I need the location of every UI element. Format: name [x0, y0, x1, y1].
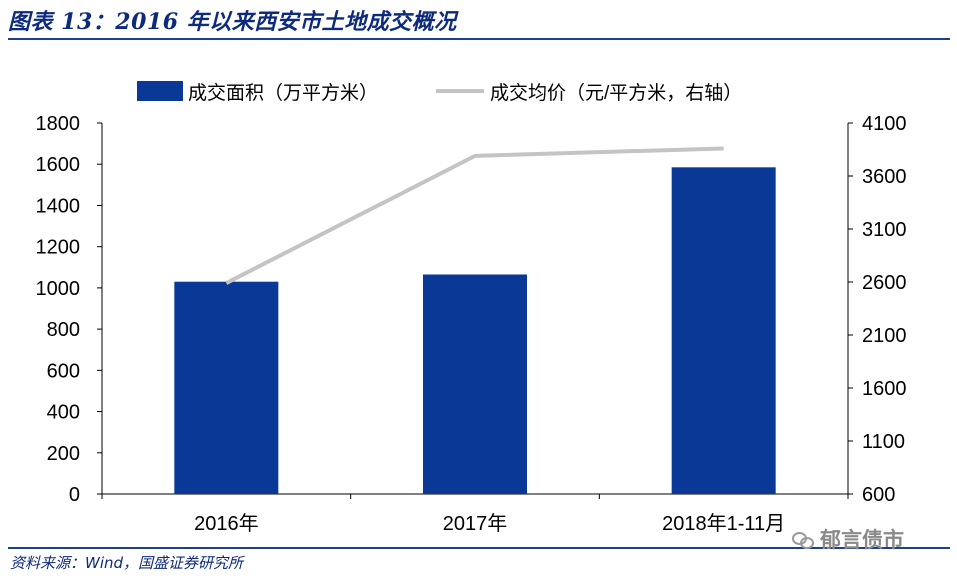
price-line	[225, 146, 724, 285]
y-left-tick-label: 800	[47, 319, 80, 341]
y-right-tick-label: 2600	[862, 272, 907, 294]
watermark: 郁言债市	[792, 524, 904, 554]
x-tick-label: 2016年	[194, 512, 259, 535]
watermark-text: 郁言债市	[820, 528, 904, 552]
legend-swatch-bar	[137, 81, 183, 101]
wechat-icon	[792, 530, 814, 549]
y-right-tick-label: 1600	[862, 378, 907, 400]
y-right-tick-label: 3100	[862, 219, 907, 241]
x-tick-label: 2018年1-11月	[662, 512, 785, 535]
title-divider	[8, 38, 950, 40]
y-right-tick-label: 4100	[862, 113, 907, 135]
y-left-tick-label: 200	[47, 443, 80, 465]
bar	[423, 274, 527, 494]
y-left-tick-label: 0	[69, 484, 80, 506]
y-left-tick-label: 600	[47, 360, 80, 382]
y-left-tick-label: 1600	[36, 154, 81, 176]
footer-divider	[8, 547, 950, 549]
y-left-tick-label: 1000	[36, 278, 81, 300]
y-right-tick-label: 600	[862, 484, 895, 506]
y-right-tick-label: 1100	[862, 431, 905, 453]
legend-label-bar: 成交面积（万平方米）	[188, 82, 378, 104]
x-tick-label: 2017年	[443, 512, 508, 535]
legend-label-line: 成交均价（元/平方米，右轴）	[490, 82, 742, 104]
y-left-tick-label: 1400	[36, 195, 81, 217]
y-right-tick-label: 3600	[862, 166, 907, 188]
y-right-tick-label: 2100	[862, 325, 907, 347]
y-left-tick-label: 1200	[36, 237, 81, 259]
bar	[174, 281, 279, 494]
source-note: 资料来源：Wind，国盛证券研究所	[10, 554, 244, 572]
y-left-tick-label: 400	[47, 402, 80, 424]
y-left-tick-label: 1800	[36, 113, 81, 135]
bar	[671, 167, 776, 494]
chart-title: 图表 13：2016 年以来西安市土地成交概况	[8, 9, 457, 35]
